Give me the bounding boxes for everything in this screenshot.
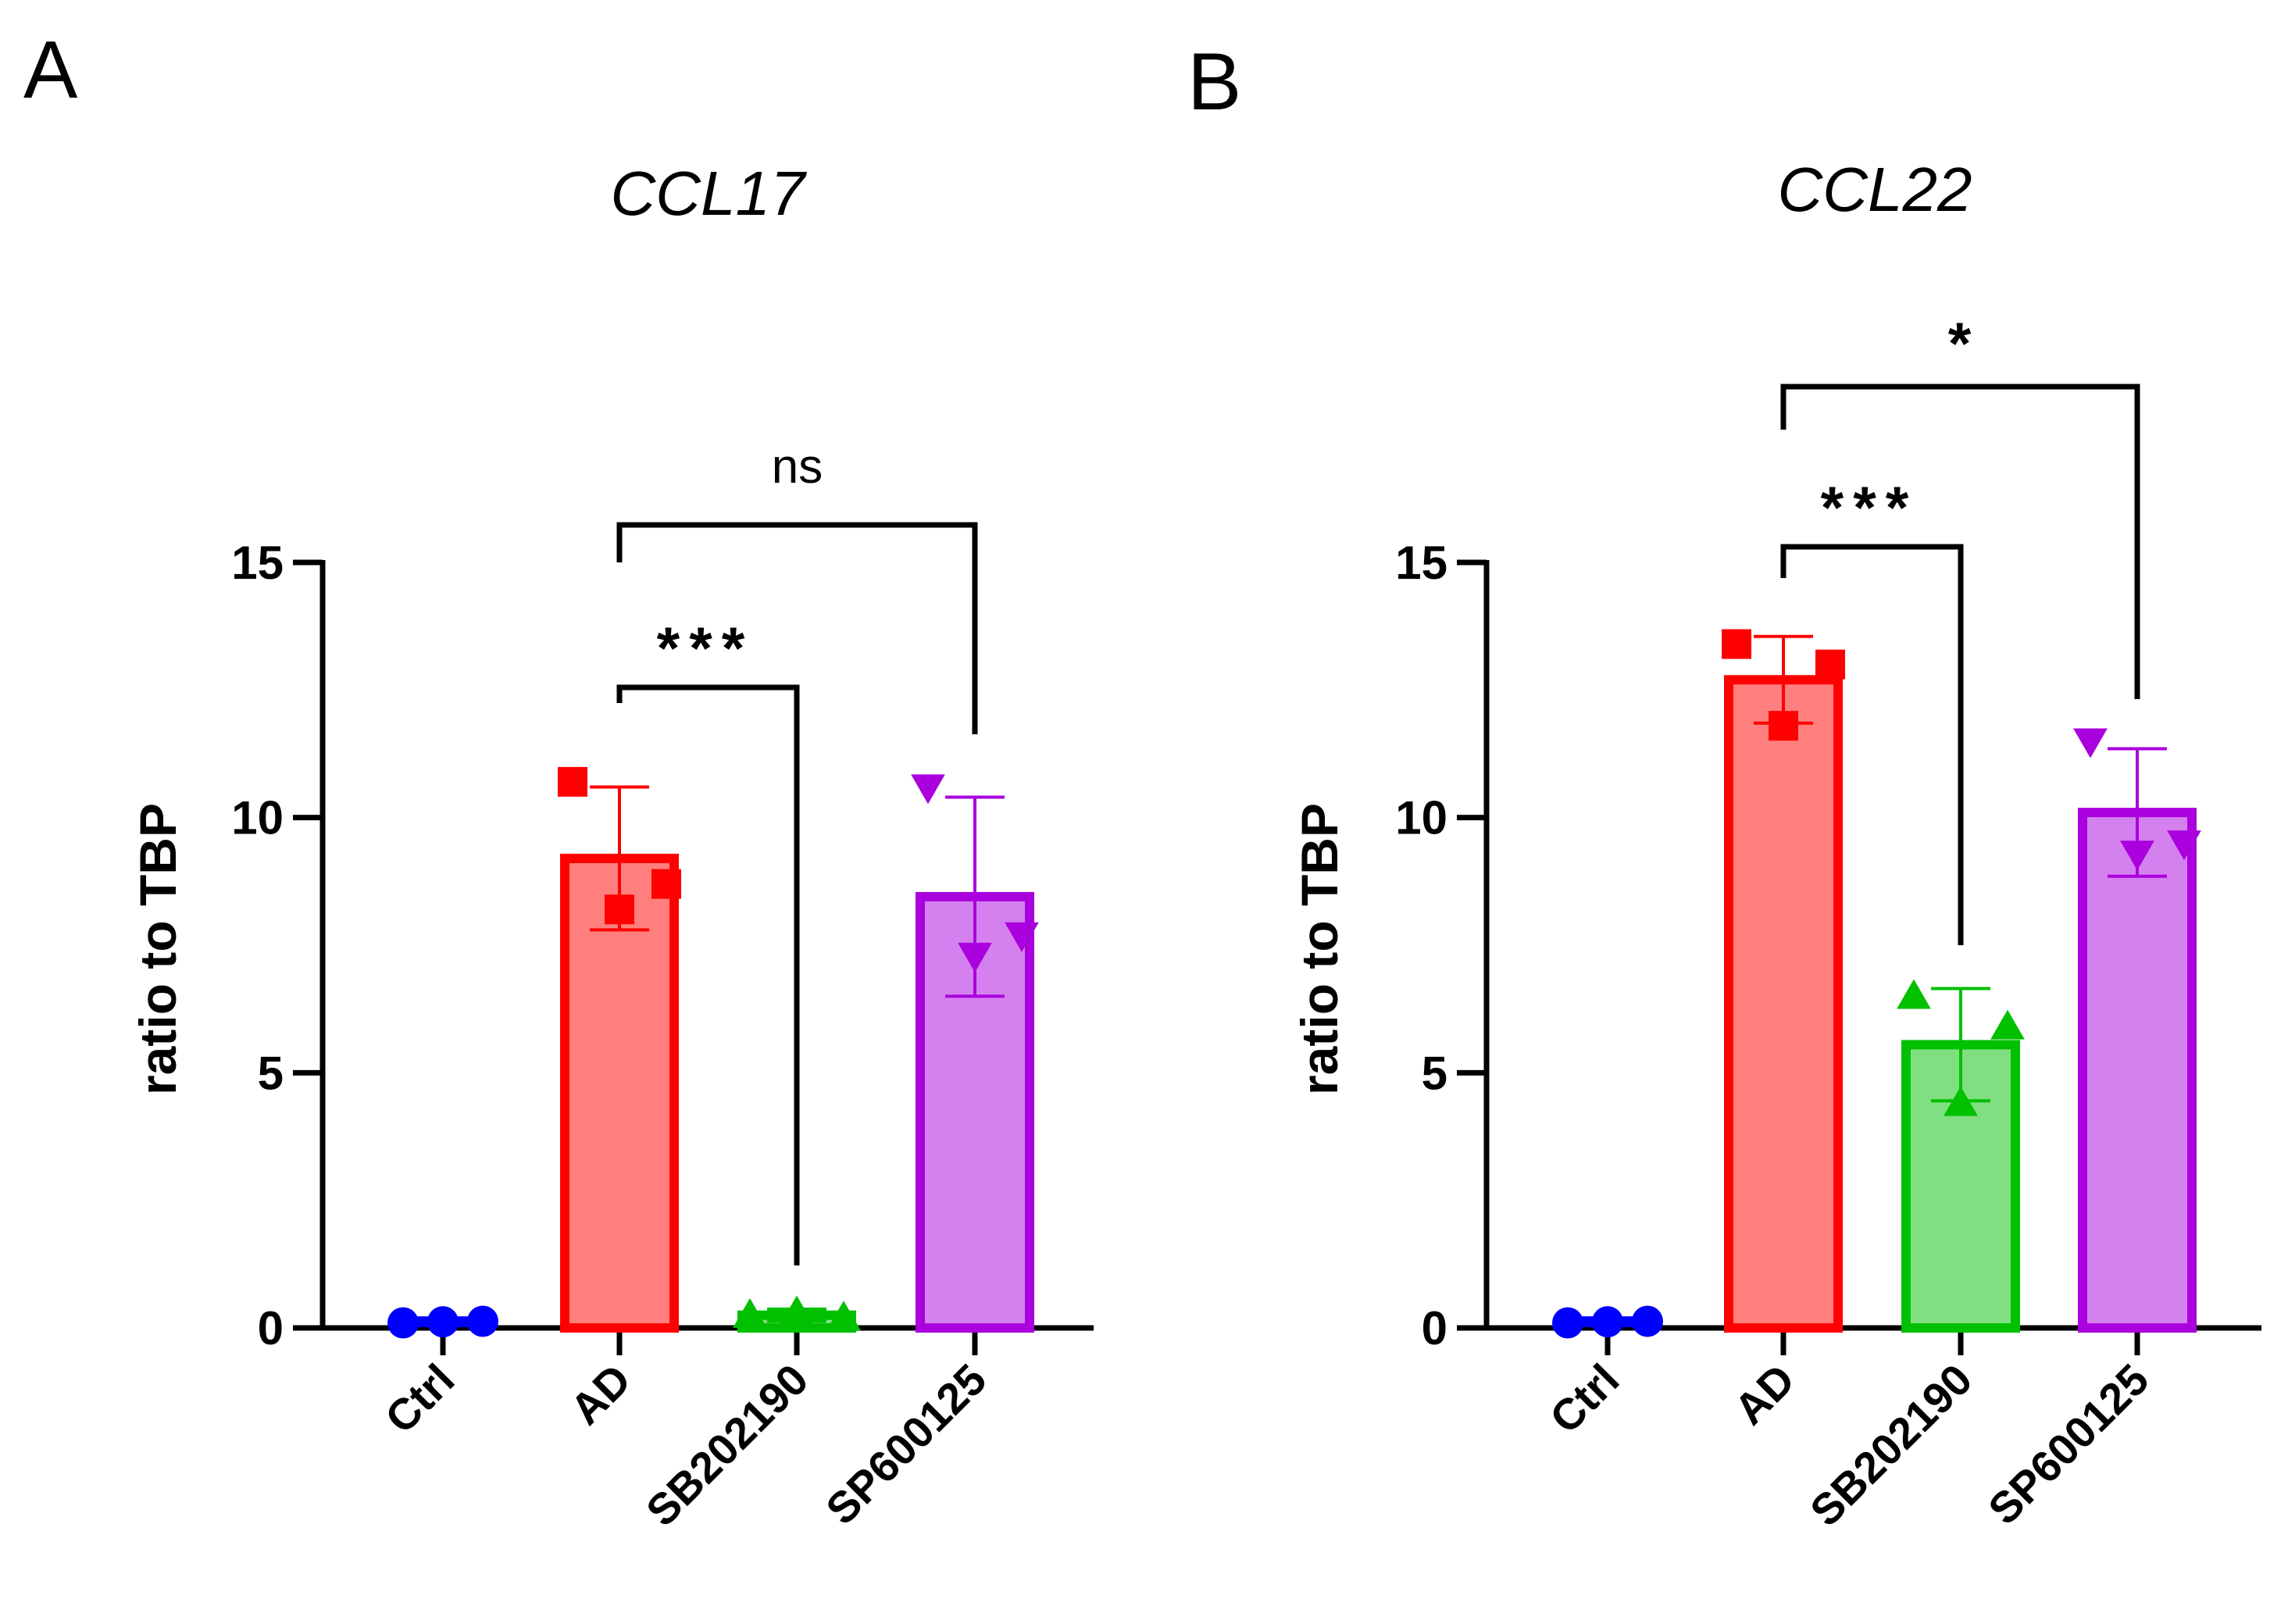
panel-a: A CCL17 ratio to TBP 0 5 10 15 Ctrl ADSB202190… bbox=[23, 25, 1094, 1536]
panel-b: B CCL22 ratio to TBP 0 5 10 15 Ctrl ADSB202190… bbox=[1187, 37, 2261, 1536]
y-axis-label: ratio to TBP bbox=[1290, 803, 1348, 1095]
panel-letter-a: A bbox=[23, 25, 78, 116]
y-tick-label: 10 bbox=[231, 792, 284, 844]
y-tick-label: 15 bbox=[231, 537, 284, 589]
x-category-label: SP600125 bbox=[816, 1355, 996, 1534]
significance-bracket bbox=[1780, 384, 2140, 699]
data-point bbox=[1990, 1009, 2025, 1040]
significance-label: ns bbox=[772, 440, 823, 494]
data-point bbox=[1722, 629, 1751, 659]
data-point bbox=[558, 766, 587, 797]
data-point bbox=[1815, 649, 1845, 680]
data-point bbox=[1769, 711, 1798, 741]
panel-letter-b: B bbox=[1187, 37, 1241, 127]
data-point bbox=[911, 774, 945, 805]
significance-bracket bbox=[616, 684, 800, 1265]
data-point bbox=[826, 1301, 861, 1331]
significance-bracket bbox=[616, 522, 978, 734]
data-point bbox=[780, 1295, 814, 1326]
data-point bbox=[651, 869, 681, 899]
y-tick-label: 5 bbox=[1422, 1047, 1447, 1099]
y-tick-label: 0 bbox=[258, 1302, 284, 1355]
data-point bbox=[1552, 1307, 1583, 1339]
data-point bbox=[1944, 1086, 1978, 1116]
data-point bbox=[387, 1307, 419, 1339]
y-tick-label: 5 bbox=[258, 1047, 284, 1099]
x-category-label: AD bbox=[561, 1355, 641, 1434]
data-point bbox=[427, 1306, 459, 1338]
data-point bbox=[2120, 841, 2154, 871]
significance-label: *** bbox=[1821, 475, 1919, 541]
x-category-label: SB202190 bbox=[1801, 1355, 1982, 1536]
x-category-label: AD bbox=[1725, 1355, 1804, 1434]
data-point bbox=[1632, 1305, 1663, 1337]
data-point bbox=[2073, 728, 2108, 758]
x-category-label: Ctrl bbox=[376, 1355, 464, 1443]
significance-bracket bbox=[1780, 544, 1964, 945]
data-point bbox=[958, 942, 992, 973]
y-tick-label: 0 bbox=[1422, 1302, 1447, 1355]
data-point bbox=[467, 1305, 498, 1337]
data-point bbox=[733, 1297, 767, 1328]
y-axis-label: ratio to TBP bbox=[129, 803, 187, 1095]
x-category-label: Ctrl bbox=[1540, 1355, 1629, 1443]
significance-label: * bbox=[1948, 311, 1981, 377]
bar bbox=[1724, 675, 1843, 1333]
y-tick-label: 10 bbox=[1395, 792, 1447, 844]
data-point bbox=[605, 894, 634, 925]
data-point bbox=[1897, 979, 1931, 1009]
y-tick-label: 15 bbox=[1395, 537, 1447, 589]
x-category-label: SP600125 bbox=[1979, 1355, 2158, 1534]
chart-title-b: CCL22 bbox=[1777, 155, 1972, 224]
bar bbox=[2078, 808, 2197, 1333]
data-point bbox=[1592, 1306, 1623, 1338]
data-point bbox=[2167, 830, 2201, 861]
significance-label: *** bbox=[657, 616, 755, 682]
data-point bbox=[1005, 922, 1039, 952]
chart-title-a: CCL17 bbox=[610, 159, 807, 228]
x-category-label: SB202190 bbox=[637, 1355, 818, 1536]
